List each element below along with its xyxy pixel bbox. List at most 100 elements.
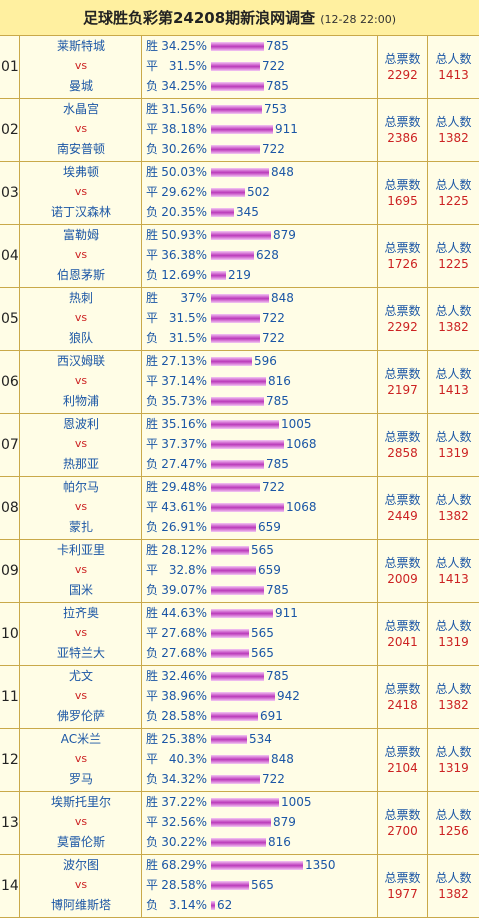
draw-line: 平 28.58% 565: [146, 878, 274, 892]
home-team[interactable]: 卡利亚里: [56, 543, 105, 557]
total-people-value: 1382: [438, 131, 469, 145]
total-people-label: 总人数: [435, 367, 472, 381]
home-team[interactable]: 恩波利: [62, 417, 99, 431]
lose-label: 负: [146, 898, 159, 912]
win-percent: 35.16%: [161, 417, 207, 431]
lose-label: 负: [146, 142, 159, 156]
draw-label: 平: [146, 626, 159, 640]
away-team[interactable]: 狼队: [68, 331, 93, 345]
away-team[interactable]: 佛罗伦萨: [56, 709, 105, 723]
lose-label: 负: [146, 520, 159, 534]
draw-line: 平 38.18% 911: [146, 122, 298, 136]
lose-bar: [211, 145, 260, 154]
vs-label: vs: [74, 248, 88, 261]
home-team[interactable]: 水晶宫: [62, 102, 99, 116]
away-team[interactable]: 诺丁汉森林: [50, 205, 111, 219]
draw-bar: [211, 629, 249, 638]
home-team[interactable]: 波尔图: [62, 858, 99, 872]
win-bar: [211, 357, 252, 366]
match-number-cell: 09: [0, 540, 20, 602]
lose-percent: 26.91%: [161, 520, 207, 534]
total-people-value: 1319: [438, 761, 469, 775]
away-team[interactable]: 亚特兰大: [56, 646, 105, 660]
total-people-value: 1382: [438, 698, 469, 712]
vote-stats-cell: 胜 34.25% 785 平 31.5% 722 负 34.25% 785: [142, 36, 378, 98]
match-number: 05: [1, 311, 19, 327]
total-votes-value: 2700: [387, 824, 418, 838]
home-team[interactable]: 西汉姆联: [56, 354, 105, 368]
draw-label: 平: [146, 374, 159, 388]
away-team[interactable]: 南安普顿: [56, 142, 105, 156]
total-people-cell: 总人数 1225: [428, 162, 479, 224]
lose-bar: [211, 901, 215, 910]
win-line: 胜 35.16% 1005: [146, 417, 312, 431]
home-team[interactable]: AC米兰: [60, 732, 102, 746]
total-votes-value: 2386: [387, 131, 418, 145]
total-votes-cell: 总票数 2292: [378, 36, 428, 98]
total-votes-value: 1726: [387, 257, 418, 271]
lose-percent: 30.22%: [161, 835, 207, 849]
home-team[interactable]: 埃斯托里尔: [50, 795, 111, 809]
home-team[interactable]: 热刺: [68, 291, 93, 305]
total-people-cell: 总人数 1319: [428, 414, 479, 476]
win-percent: 50.03%: [161, 165, 207, 179]
page-title: 足球胜负彩第24208期新浪网调查: [82, 9, 316, 27]
away-team[interactable]: 国米: [68, 583, 93, 597]
win-line: 胜 34.25% 785: [146, 39, 289, 53]
draw-percent: 38.18%: [161, 122, 207, 136]
away-team[interactable]: 伯恩茅斯: [56, 268, 105, 282]
vs-label: vs: [74, 437, 88, 450]
total-votes-cell: 总票数 1977: [378, 855, 428, 917]
draw-label: 平: [146, 500, 159, 514]
match-row: 06 西汉姆联 vs 利物浦 胜 27.13% 596 平 37.14% 816 负 35.73% 78…: [0, 351, 479, 414]
vote-stats-cell: 胜 68.29% 1350 平 28.58% 565 负 3.14% 62: [142, 855, 378, 917]
home-team[interactable]: 埃弗顿: [62, 165, 99, 179]
away-team[interactable]: 曼城: [68, 79, 93, 93]
lose-bar: [211, 82, 264, 91]
home-team[interactable]: 富勒姆: [62, 228, 99, 242]
teams-cell: 卡利亚里 vs 国米: [20, 540, 142, 602]
away-team[interactable]: 罗马: [68, 772, 93, 786]
total-votes-value: 1695: [387, 194, 418, 208]
lose-percent: 12.69%: [161, 268, 207, 282]
away-team[interactable]: 莫雷伦斯: [56, 835, 105, 849]
teams-cell: 埃弗顿 vs 诺丁汉森林: [20, 162, 142, 224]
home-team[interactable]: 帕尔马: [62, 480, 99, 494]
total-votes-label: 总票数: [384, 115, 421, 129]
total-votes-value: 2858: [387, 446, 418, 460]
draw-percent: 29.62%: [161, 185, 207, 199]
win-bar: [211, 798, 279, 807]
total-people-value: 1382: [438, 320, 469, 334]
lose-bar: [211, 397, 264, 406]
match-row: 09 卡利亚里 vs 国米 胜 28.12% 565 平 32.8% 659 负 39.07% 785 总…: [0, 540, 479, 603]
home-team[interactable]: 拉齐奥: [62, 606, 99, 620]
win-label: 胜: [146, 354, 159, 368]
lose-bar: [211, 838, 266, 847]
away-team[interactable]: 热那亚: [62, 457, 99, 471]
win-label: 胜: [146, 606, 159, 620]
win-count: 1350: [305, 858, 336, 872]
vote-stats-cell: 胜 27.13% 596 平 37.14% 816 负 35.73% 785: [142, 351, 378, 413]
lose-line: 负 34.32% 722: [146, 772, 285, 786]
lose-percent: 3.14%: [168, 898, 207, 912]
match-row: 05 热刺 vs 狼队 胜 37% 848 平 31.5% 722 负 31.5% 722 总票数 2292…: [0, 288, 479, 351]
total-votes-cell: 总票数 2418: [378, 666, 428, 728]
match-number: 14: [1, 878, 19, 894]
away-team[interactable]: 蒙扎: [68, 520, 93, 534]
draw-label: 平: [146, 563, 159, 577]
away-team[interactable]: 利物浦: [62, 394, 99, 408]
home-team[interactable]: 尤文: [68, 669, 93, 683]
teams-cell: 水晶宫 vs 南安普顿: [20, 99, 142, 161]
lose-line: 负 28.58% 691: [146, 709, 283, 723]
lose-bar: [211, 271, 226, 280]
draw-count: 565: [251, 878, 274, 892]
away-team[interactable]: 博阿维斯塔: [50, 898, 111, 912]
total-people-value: 1382: [438, 509, 469, 523]
home-team[interactable]: 莱斯特城: [56, 39, 105, 53]
win-line: 胜 44.63% 911: [146, 606, 298, 620]
draw-label: 平: [146, 437, 159, 451]
total-votes-label: 总票数: [384, 745, 421, 759]
draw-line: 平 32.56% 879: [146, 815, 296, 829]
lose-label: 负: [146, 79, 159, 93]
vote-stats-cell: 胜 32.46% 785 平 38.96% 942 负 28.58% 691: [142, 666, 378, 728]
